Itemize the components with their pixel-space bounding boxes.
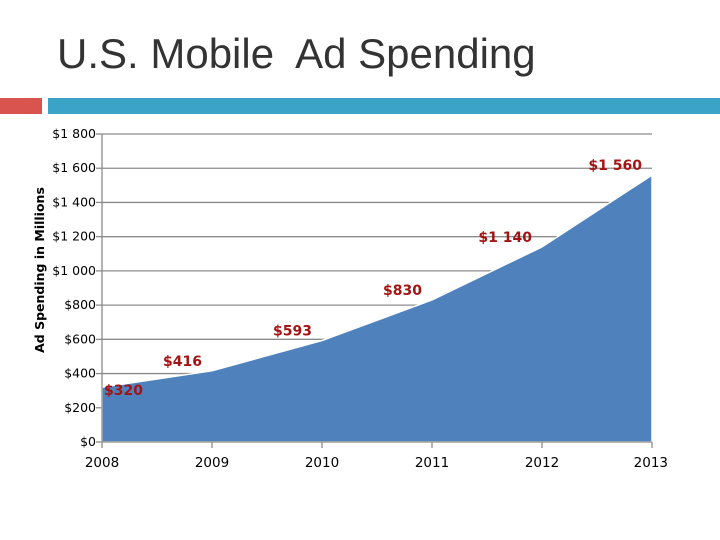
series-area-fill xyxy=(101,174,653,443)
data-label: $320 xyxy=(104,383,143,399)
x-tick-label: 2009 xyxy=(195,455,229,471)
data-label: $416 xyxy=(163,354,202,370)
x-tick-label: 2008 xyxy=(85,455,119,471)
axes xyxy=(101,134,653,448)
y-tick-label: $1 000 xyxy=(52,263,96,278)
y-tick-label: $1 600 xyxy=(52,160,96,175)
y-tick-label: $600 xyxy=(64,331,96,346)
series-area xyxy=(101,174,653,443)
data-label: $593 xyxy=(273,324,312,340)
title-accent-red-bar xyxy=(0,98,42,114)
y-axis-title: Ad Spending in Millions xyxy=(32,187,47,353)
x-tick-label: 2010 xyxy=(305,455,339,471)
title-accent-blue-bar xyxy=(48,98,720,114)
y-tick-label: $1 800 xyxy=(52,126,96,141)
y-tick-label: $200 xyxy=(64,400,96,415)
y-tick-label: $800 xyxy=(64,297,96,312)
x-tick-label: 2011 xyxy=(415,455,449,471)
y-tick-label: $0 xyxy=(80,434,96,449)
data-label: $830 xyxy=(383,283,422,299)
x-tick-label: 2012 xyxy=(525,455,559,471)
x-tick-label: 2013 xyxy=(634,455,668,471)
data-label: $1 560 xyxy=(588,158,642,174)
y-tick-label: $1 400 xyxy=(52,194,96,209)
data-labels: $320 $416 $593 $830 $1 140 $1 560 xyxy=(104,158,642,399)
data-label: $1 140 xyxy=(478,230,532,246)
y-tick-labels: $0 $200 $400 $600 $800 $1 000 $1 200 $1 400 $1 6… xyxy=(52,126,96,449)
y-tick-label: $1 200 xyxy=(52,229,96,244)
y-tick-label: $400 xyxy=(64,366,96,381)
slide-title: U.S. Mobile Ad Spending xyxy=(57,30,536,77)
x-tick-labels: 2008 2009 2010 2011 2012 2013 xyxy=(85,455,668,471)
